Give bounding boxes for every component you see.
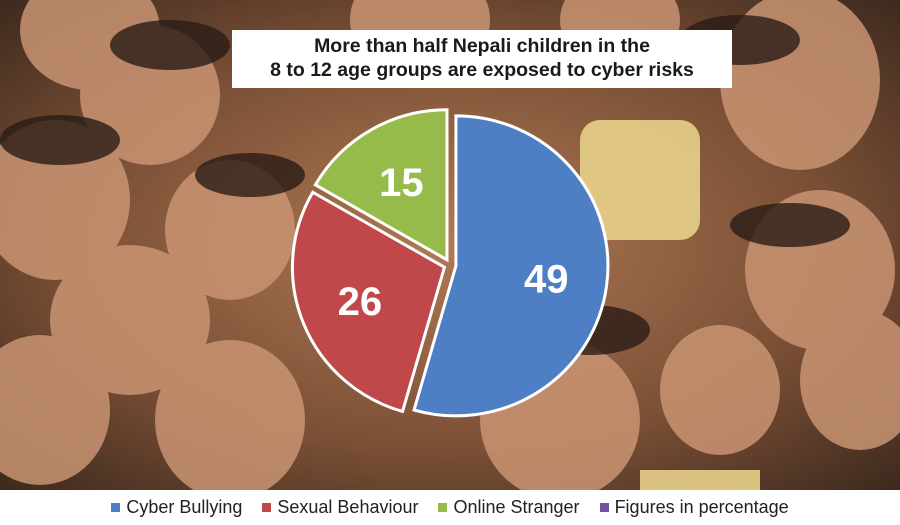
legend-item-sexual-behaviour: Sexual Behaviour: [262, 497, 418, 518]
legend-label-sexual-behaviour: Sexual Behaviour: [277, 497, 419, 517]
legend-label-online-stranger: Online Stranger: [453, 497, 580, 517]
legend-item-figures-in-percentage: Figures in percentage: [599, 497, 789, 518]
legend-item-cyber-bullying: Cyber Bullying: [111, 497, 242, 518]
chart-title-line-1: More than half Nepali children in the: [314, 35, 650, 57]
data-label-sexual-behaviour: 26: [338, 280, 383, 324]
pie-chart: 49 26 15: [290, 108, 610, 418]
legend-swatch-online-stranger: [438, 503, 448, 512]
pie-slice-sexual-behaviour: [290, 190, 447, 414]
legend-swatch-figures-in-percentage: [599, 503, 609, 512]
data-label-cyber-bullying: 49: [524, 257, 569, 301]
chart-title-line-2: 8 to 12 age groups are exposed to cyber …: [270, 59, 694, 81]
chart-title: More than half Nepali children in the 8 …: [232, 30, 732, 88]
pie-slice-online-stranger: [313, 108, 449, 263]
pie-slice-cyber-bullying: [412, 114, 610, 418]
legend: Cyber Bullying Sexual Behaviour Online S…: [0, 490, 900, 525]
legend-swatch-cyber-bullying: [111, 503, 121, 512]
legend-label-cyber-bullying: Cyber Bullying: [126, 497, 243, 517]
legend-item-online-stranger: Online Stranger: [438, 497, 580, 518]
legend-swatch-sexual-behaviour: [262, 503, 272, 512]
data-label-online-stranger: 15: [379, 161, 424, 205]
legend-label-figures-in-percentage: Figures in percentage: [614, 497, 789, 517]
